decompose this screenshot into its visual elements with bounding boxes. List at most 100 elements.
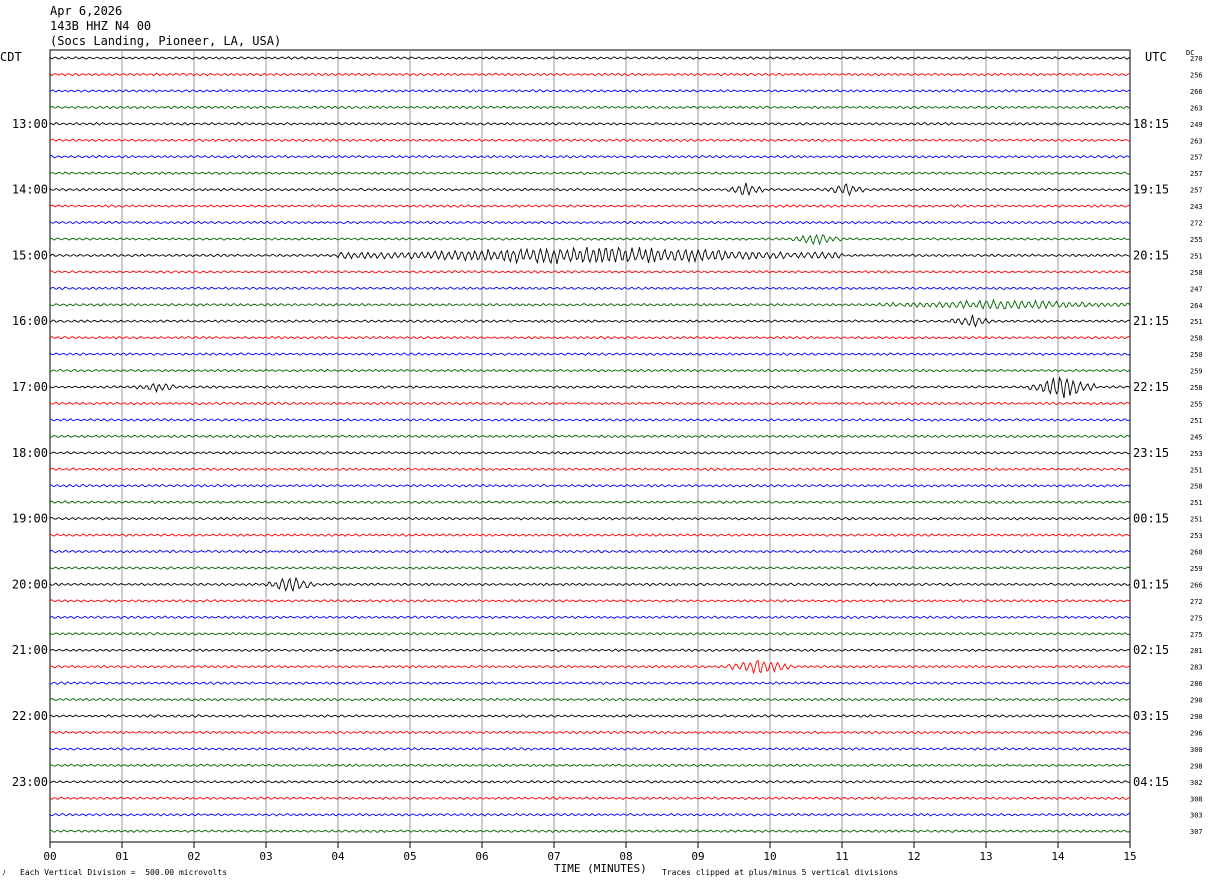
dc-offset-label: 259 — [1190, 565, 1203, 573]
trace-row — [49, 418, 1131, 422]
trace-row — [49, 298, 1131, 310]
trace-row — [49, 352, 1131, 356]
trace-row — [49, 483, 1131, 488]
dc-offset-label: 266 — [1190, 581, 1203, 589]
trace-row — [49, 500, 1131, 504]
left-hour-label: 15:00 — [12, 248, 48, 262]
trace-row — [49, 434, 1131, 439]
dc-offset-label: 258 — [1190, 384, 1203, 392]
dc-offset-label: 256 — [1190, 71, 1203, 79]
trace-row — [49, 450, 1131, 455]
dc-offset-label: 250 — [1190, 351, 1203, 359]
dc-offset-label: 266 — [1190, 88, 1203, 96]
dc-offset-label: 272 — [1190, 598, 1203, 606]
dc-offset-label: 251 — [1190, 252, 1203, 260]
dc-offset-label: 258 — [1190, 269, 1203, 277]
left-hour-label: 18:00 — [12, 446, 48, 460]
dc-offset-label: 283 — [1190, 664, 1203, 672]
trace-row — [49, 121, 1131, 126]
left-hour-label: 14:00 — [12, 183, 48, 197]
x-tick-label: 14 — [1051, 850, 1065, 863]
right-hour-label: 04:15 — [1133, 775, 1169, 789]
trace-row — [49, 376, 1131, 398]
x-axis-title: TIME (MINUTES) — [554, 862, 647, 875]
dc-offset-label: 257 — [1190, 187, 1203, 195]
trace-row — [49, 314, 1131, 328]
x-tick-label: 08 — [619, 850, 632, 863]
right-hour-label: 19:15 — [1133, 183, 1169, 197]
dc-offset-label: 303 — [1190, 812, 1203, 820]
right-hour-label: 22:15 — [1133, 380, 1169, 394]
x-tick-label: 09 — [691, 850, 704, 863]
vertical-scale-note: Each Vertical Division = 500.00 microvol… — [20, 868, 228, 877]
left-hour-label: 13:00 — [12, 117, 48, 131]
trace-row — [49, 89, 1131, 93]
dc-offset-label: 249 — [1190, 121, 1203, 129]
trace-row — [49, 516, 1131, 521]
trace-row — [49, 659, 1131, 674]
trace-row — [49, 154, 1131, 159]
trace-row — [49, 401, 1131, 406]
x-tick-label: 00 — [43, 850, 56, 863]
dc-offset-label: 302 — [1190, 779, 1203, 787]
plot-frame — [49, 49, 1131, 843]
x-tick-label: 06 — [475, 850, 488, 863]
trace-row — [49, 270, 1131, 274]
trace-row — [49, 335, 1131, 340]
right-hour-label: 20:15 — [1133, 248, 1169, 262]
left-hour-label: 19:00 — [12, 512, 48, 526]
trace-row — [49, 566, 1131, 570]
trace-row — [49, 549, 1131, 554]
dc-offset-label: 245 — [1190, 433, 1203, 441]
left-hour-label: 20:00 — [12, 577, 48, 591]
right-hour-label: 21:15 — [1133, 314, 1169, 328]
dc-offset-label: 255 — [1190, 236, 1203, 244]
trace-row — [49, 631, 1131, 636]
left-hour-label: 16:00 — [12, 314, 48, 328]
trace-row — [49, 220, 1131, 225]
right-hour-labels: 18:15 19:15 20:15 21:15 22:15 23:15 00:15 01:15… — [1133, 117, 1169, 789]
dc-offset-label: 258 — [1190, 483, 1203, 491]
dc-offset-label: 263 — [1190, 104, 1203, 112]
dc-offset-label: 264 — [1190, 302, 1203, 310]
trace-row — [49, 779, 1131, 784]
grid-lines — [49, 49, 1131, 843]
dc-offset-label: 290 — [1190, 713, 1203, 721]
dc-offset-label: 275 — [1190, 631, 1203, 639]
trace-row — [49, 138, 1131, 143]
trace-row — [49, 171, 1131, 175]
right-hour-label: 02:15 — [1133, 643, 1169, 657]
x-tick-label: 11 — [835, 850, 848, 863]
trace-row — [49, 730, 1131, 735]
trace-row — [49, 56, 1131, 60]
trace-row — [49, 697, 1131, 702]
dc-offset-label: 307 — [1190, 828, 1203, 836]
x-tick-label: 03 — [259, 850, 272, 863]
dc-offset-label: 259 — [1190, 368, 1203, 376]
left-hour-label: 23:00 — [12, 775, 48, 789]
trace-row — [49, 467, 1131, 472]
dc-offset-label: 296 — [1190, 729, 1203, 737]
left-hour-label: 21:00 — [12, 643, 48, 657]
x-tick-label: 05 — [403, 850, 416, 863]
trace-row — [49, 72, 1131, 77]
right-timezone-label: UTC — [1145, 50, 1167, 64]
dc-offset-label: 286 — [1190, 680, 1203, 688]
dc-offset-label: 275 — [1190, 614, 1203, 622]
right-hour-label: 23:15 — [1133, 446, 1169, 460]
dc-offset-labels: 270 256 266 263 249 263 257 257 257 243 272 255 251 2… — [1190, 55, 1203, 836]
trace-row — [49, 796, 1131, 801]
left-hour-label: 22:00 — [12, 709, 48, 723]
x-tick-label: 07 — [547, 850, 560, 863]
x-tick-label: 02 — [187, 850, 200, 863]
dc-offset-label: 251 — [1190, 499, 1203, 507]
dc-offset-label: 260 — [1190, 549, 1203, 557]
dc-offset-label: 308 — [1190, 795, 1203, 803]
dc-offset-label: 270 — [1190, 55, 1203, 63]
record-date: Apr 6,2026 — [50, 4, 123, 18]
trace-row — [49, 286, 1131, 291]
trace-row — [49, 576, 1131, 593]
scale-icon: ﾉ — [2, 868, 6, 877]
right-hour-label: 03:15 — [1133, 709, 1169, 723]
